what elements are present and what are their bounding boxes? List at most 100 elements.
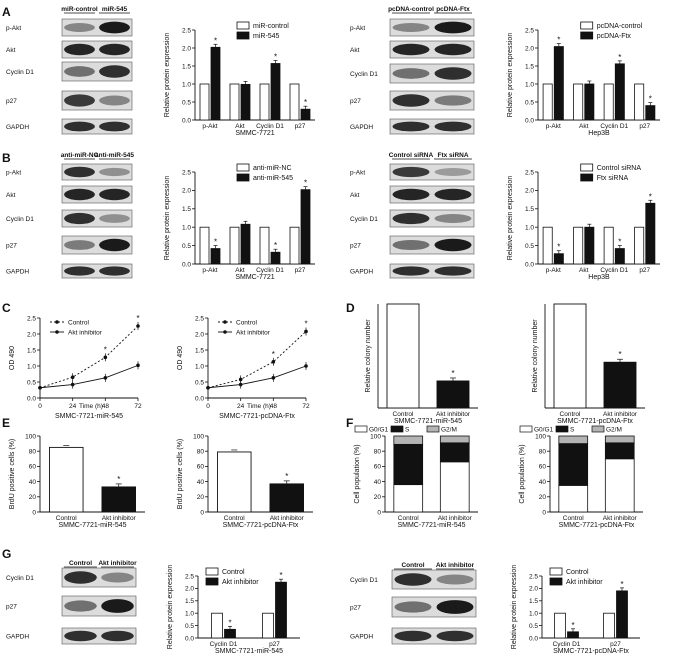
x-tick-label: Control bbox=[398, 515, 420, 522]
blot-band bbox=[64, 266, 95, 276]
chart-e2: 0 20 40 60 80 100 BrdU positive cells (%) Contr… bbox=[177, 433, 313, 529]
blot-band bbox=[99, 266, 130, 276]
blot-row-label: p-Akt bbox=[6, 25, 21, 32]
legend-label: Control bbox=[222, 569, 245, 576]
y-tick-label: 40 bbox=[197, 479, 205, 486]
data-point bbox=[206, 385, 210, 390]
panel-letter-c: C bbox=[2, 301, 11, 315]
y-tick-label: 2.5 bbox=[525, 27, 534, 34]
blot-row-label: Cyclin D1 bbox=[350, 577, 378, 584]
blot-band bbox=[64, 66, 95, 77]
y-tick-label: 1.5 bbox=[195, 347, 204, 354]
bar-segment bbox=[439, 435, 470, 444]
legend-swatch bbox=[580, 173, 594, 182]
y-tick-label: 1.5 bbox=[182, 206, 191, 213]
bar bbox=[101, 486, 136, 513]
blot-g-right: Control Akt inhibitor Cyclin D1 p27 GAPDH bbox=[350, 562, 477, 645]
y-tick-label: 0.5 bbox=[525, 99, 534, 106]
blot-band bbox=[434, 238, 472, 252]
bar-segment bbox=[558, 435, 589, 444]
y-tick-label: 60 bbox=[29, 464, 37, 471]
blot-row-label: GAPDH bbox=[6, 269, 29, 276]
blot-g-left: Control Akt inhibitor Cyclin D1 p27 GAPDH bbox=[6, 560, 137, 645]
bar bbox=[240, 83, 251, 121]
legend-label: Control bbox=[68, 319, 90, 326]
blot-band bbox=[99, 188, 130, 201]
x-tick-label: p27 bbox=[295, 267, 306, 274]
y-axis-label: Relative protein expression bbox=[164, 176, 171, 261]
y-tick-label: 1.0 bbox=[182, 225, 191, 232]
bar bbox=[603, 361, 637, 409]
chart-f2: 0 20 40 60 80 100 Cell population (%) Control Ak… bbox=[519, 425, 643, 529]
chart-d1: Relative colony number Control Akt inhibit… bbox=[365, 303, 478, 425]
legend-label: Akt inhibitor bbox=[68, 329, 103, 336]
y-tick-label: 1.5 bbox=[182, 63, 191, 70]
y-tick-label: 2.0 bbox=[525, 45, 534, 52]
y-tick-label: 40 bbox=[29, 479, 37, 486]
x-tick-label: Control bbox=[224, 515, 246, 522]
x-tick-label: Cyclin D1 bbox=[256, 123, 284, 130]
bar bbox=[210, 248, 221, 265]
blot-row-label: p27 bbox=[350, 98, 361, 105]
bar bbox=[216, 451, 252, 513]
blot-band bbox=[101, 572, 134, 583]
legend-swatch bbox=[236, 31, 250, 40]
blot-band bbox=[392, 266, 430, 276]
blot-band bbox=[99, 167, 130, 177]
blot-row-label: GAPDH bbox=[6, 124, 29, 131]
y-tick-label: 2.0 bbox=[529, 586, 538, 593]
y-tick-label: 1.0 bbox=[185, 611, 194, 618]
bar bbox=[199, 83, 210, 121]
blot-header-2: anti-miR-545 bbox=[95, 152, 134, 159]
y-tick-label: 1.0 bbox=[182, 81, 191, 88]
blot-band bbox=[436, 630, 474, 642]
bar bbox=[584, 83, 595, 121]
blot-band bbox=[434, 121, 472, 132]
y-tick-label: 0 bbox=[542, 509, 546, 516]
bar bbox=[300, 108, 311, 121]
x-tick-label: Cyclin D1 bbox=[600, 123, 628, 130]
bar bbox=[634, 83, 645, 121]
y-tick-label: 0.5 bbox=[27, 379, 36, 386]
legend-swatch bbox=[549, 567, 563, 576]
bar-segment bbox=[604, 442, 635, 460]
blot-band bbox=[101, 630, 134, 642]
y-tick-label: 80 bbox=[374, 449, 382, 456]
blot-header-1: anti-miR-NC bbox=[61, 152, 99, 159]
legend-swatch bbox=[390, 425, 404, 433]
blot-header-1: pcDNA-control bbox=[388, 6, 434, 13]
x-tick-label: p27 bbox=[639, 123, 650, 130]
blot-row-label: Cyclin D1 bbox=[350, 71, 378, 78]
y-tick-label: 0 bbox=[32, 509, 36, 516]
y-axis-label: Relative protein expression bbox=[507, 176, 514, 261]
blot-row-label: p27 bbox=[6, 604, 17, 611]
y-tick-label: 2.5 bbox=[185, 573, 194, 580]
legend-swatch bbox=[236, 173, 250, 182]
blot-row-label: p-Akt bbox=[6, 170, 21, 177]
blot-row-label: Cyclin D1 bbox=[6, 69, 34, 76]
bar bbox=[603, 83, 614, 121]
legend-label: G0/G1 bbox=[534, 427, 554, 434]
legend-swatch bbox=[580, 21, 594, 30]
y-axis-label: Relative protein expression bbox=[507, 33, 514, 118]
bar-segment bbox=[393, 443, 424, 486]
blot-band bbox=[64, 94, 95, 107]
y-tick-label: 1.0 bbox=[27, 363, 36, 370]
blot-b-right: Control siRNA Ftx siRNA p-Akt Akt Cyclin D1 p… bbox=[350, 152, 475, 279]
y-tick-label: 20 bbox=[539, 494, 547, 501]
y-tick-label: 0.0 bbox=[525, 117, 534, 124]
y-tick-label: 0.0 bbox=[195, 395, 204, 402]
blot-band bbox=[392, 212, 430, 225]
legend-swatch bbox=[519, 425, 533, 433]
significance-marker: * bbox=[557, 243, 560, 252]
western-blots: miR-control miR-545 p-Akt Akt Cyclin D1 p27 GA… bbox=[6, 6, 477, 645]
legend-label: miR-control bbox=[253, 23, 289, 30]
blot-band bbox=[436, 574, 474, 585]
blot-row-label: Akt bbox=[6, 192, 16, 199]
blot-band bbox=[394, 601, 432, 613]
blot-header-2: Ftx siRNA bbox=[437, 152, 468, 159]
chart-caption: SMMC-7721-pcDNA-Ftx bbox=[223, 522, 299, 529]
y-tick-label: 1.5 bbox=[27, 347, 36, 354]
y-tick-label: 20 bbox=[197, 494, 205, 501]
bar bbox=[275, 581, 287, 639]
